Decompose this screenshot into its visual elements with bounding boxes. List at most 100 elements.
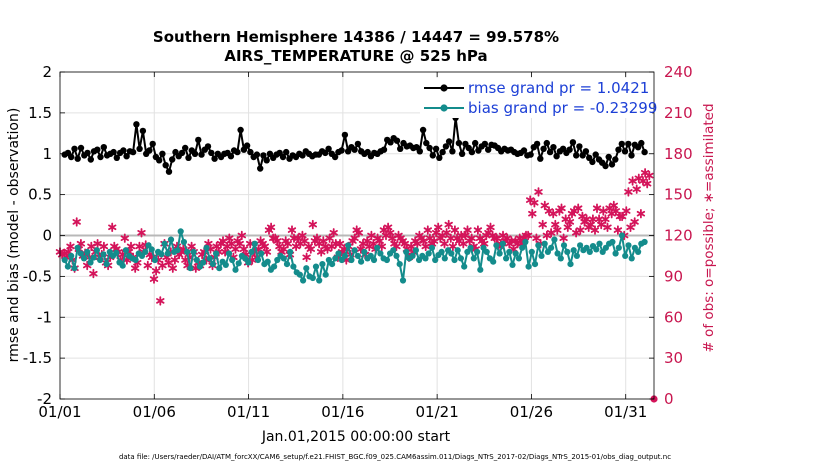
- rmse-point: [77, 144, 85, 152]
- rmse-point: [397, 145, 404, 152]
- rmse-point: [351, 146, 358, 153]
- bias-point: [271, 263, 278, 270]
- obs-point: [89, 268, 98, 279]
- bias-point: [122, 247, 129, 254]
- bias-point: [245, 259, 252, 266]
- obs-point: [622, 206, 631, 216]
- bias-point: [548, 244, 555, 251]
- bias-point: [148, 246, 155, 253]
- right-tick-label: 60: [664, 308, 683, 326]
- obs-point: [135, 241, 144, 252]
- legend-rmse-label: rmse grand pr = 1.0421: [468, 79, 649, 97]
- bias-point: [519, 244, 526, 251]
- bias-point: [341, 252, 349, 259]
- obs-point: [467, 233, 476, 243]
- obs-point: [448, 241, 458, 252]
- obs-point: [486, 222, 495, 233]
- rmse-point: [139, 127, 147, 135]
- legend: rmse grand pr = 1.0421 bias grand pr = -…: [420, 78, 657, 118]
- right-tick-label: 180: [664, 145, 693, 163]
- bias-point: [354, 252, 361, 259]
- bias-point: [190, 248, 197, 255]
- obs-point: [588, 214, 598, 224]
- y-tick-label: 2: [42, 63, 52, 81]
- obs-point: [565, 217, 575, 227]
- bias-point: [586, 248, 593, 255]
- x-tick-label: 01/31: [604, 403, 647, 421]
- x-tick-label: 01/21: [416, 403, 459, 421]
- obs-point: [329, 228, 338, 238]
- bias-point: [596, 240, 603, 247]
- rmse-point: [641, 148, 648, 156]
- bias-point: [525, 263, 532, 270]
- bias-point: [103, 261, 110, 268]
- rmse-point: [605, 153, 612, 161]
- rmse-point: [71, 145, 78, 152]
- legend-bias-marker: [440, 104, 448, 112]
- bias-point: [332, 255, 339, 262]
- bias-point: [132, 256, 139, 264]
- rmse-point: [608, 161, 616, 168]
- rmse-series: [61, 114, 648, 175]
- bias-point: [393, 252, 400, 259]
- rmse-point: [243, 142, 251, 149]
- rmse-point: [615, 146, 622, 153]
- rmse-point: [136, 145, 143, 152]
- right-tick-label: 30: [664, 349, 683, 367]
- bias-point: [551, 236, 558, 243]
- obs-point: [440, 238, 449, 249]
- obs-point: [66, 241, 75, 252]
- bias-point: [80, 255, 88, 262]
- rmse-point: [110, 148, 117, 156]
- obs-point: [308, 219, 318, 230]
- obs-point: [553, 225, 562, 235]
- obs-point: [283, 238, 293, 249]
- obs-point: [72, 217, 81, 227]
- bias-point: [448, 250, 455, 257]
- bias-point: [625, 242, 632, 249]
- rmse-point: [546, 148, 554, 156]
- bias-point: [609, 238, 616, 246]
- bias-point: [209, 261, 216, 268]
- obs-point: [227, 238, 236, 249]
- obs-point: [231, 244, 240, 254]
- obs-point: [540, 200, 549, 211]
- rmse-point: [149, 140, 156, 148]
- bias-point: [560, 242, 568, 249]
- rmse-point: [182, 144, 189, 152]
- bias-point: [167, 236, 175, 243]
- obs-point: [235, 238, 244, 249]
- rmse-point: [87, 156, 95, 163]
- bias-point: [399, 277, 407, 284]
- bias-point: [409, 252, 416, 259]
- rmse-point: [569, 139, 577, 146]
- bias-point: [287, 248, 294, 255]
- y-tick-label: 1: [42, 145, 52, 163]
- rmse-point: [468, 148, 476, 156]
- bias-point: [200, 259, 207, 266]
- bias-point: [390, 247, 397, 254]
- obs-point: [601, 214, 610, 224]
- rmse-point: [543, 139, 550, 147]
- rmse-point: [279, 153, 287, 161]
- rmse-point: [169, 156, 176, 163]
- rmse-point: [159, 150, 166, 157]
- rmse-point: [419, 126, 427, 134]
- rmse-point: [540, 145, 547, 152]
- bias-point: [573, 252, 581, 259]
- bias-point: [641, 238, 648, 246]
- obs-point: [557, 203, 566, 214]
- bias-point: [64, 263, 71, 270]
- obs-point: [574, 203, 583, 214]
- obs-point: [459, 238, 468, 249]
- rmse-point: [253, 151, 261, 158]
- bias-point: [90, 254, 97, 261]
- bias-point: [628, 255, 635, 262]
- rmse-point: [341, 131, 349, 139]
- rmse-point: [211, 155, 218, 162]
- obs-point: [446, 233, 456, 243]
- rmse-point: [550, 144, 557, 151]
- rmse-point: [156, 157, 163, 164]
- obs-point: [325, 233, 334, 243]
- bias-point: [457, 255, 464, 262]
